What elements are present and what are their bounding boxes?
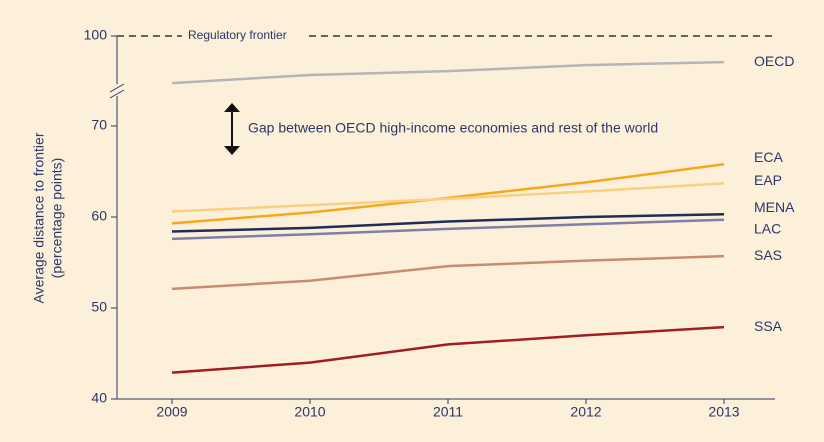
x-tick-label: 2010 xyxy=(294,404,325,420)
series-line xyxy=(171,213,725,233)
series-label: SAS xyxy=(754,247,782,263)
series-line xyxy=(171,60,725,85)
x-tick-label: 2012 xyxy=(570,404,601,420)
series-label: EAP xyxy=(754,172,782,188)
y-axis-label: (percentage points) xyxy=(49,158,65,279)
y-tick-label: 50 xyxy=(91,299,107,315)
frontier-label: Regulatory frontier xyxy=(188,28,287,42)
y-tick-label: 100 xyxy=(84,27,108,43)
series-label: LAC xyxy=(754,220,781,236)
gap-arrow xyxy=(224,103,240,155)
series-line xyxy=(171,218,725,241)
y-tick-label: 70 xyxy=(91,117,107,133)
x-tick-label: 2013 xyxy=(708,404,739,420)
axis-break xyxy=(109,83,125,99)
series-label: OECD xyxy=(754,53,794,69)
x-tick-label: 2011 xyxy=(433,404,463,420)
y-tick-label: 40 xyxy=(91,390,107,406)
annotation: Gap between OECD high-income economies a… xyxy=(248,120,658,136)
series-line xyxy=(171,325,725,374)
x-tick-label: 2009 xyxy=(156,404,187,420)
y-tick-label: 60 xyxy=(91,208,107,224)
series-line xyxy=(171,182,725,213)
series-label: SSA xyxy=(754,318,783,334)
series-label: ECA xyxy=(754,149,783,165)
series-label: MENA xyxy=(754,199,795,215)
series-line xyxy=(171,254,725,291)
y-axis-label: Average distance to frontier xyxy=(31,132,47,303)
frontier-label-bg xyxy=(182,28,306,44)
